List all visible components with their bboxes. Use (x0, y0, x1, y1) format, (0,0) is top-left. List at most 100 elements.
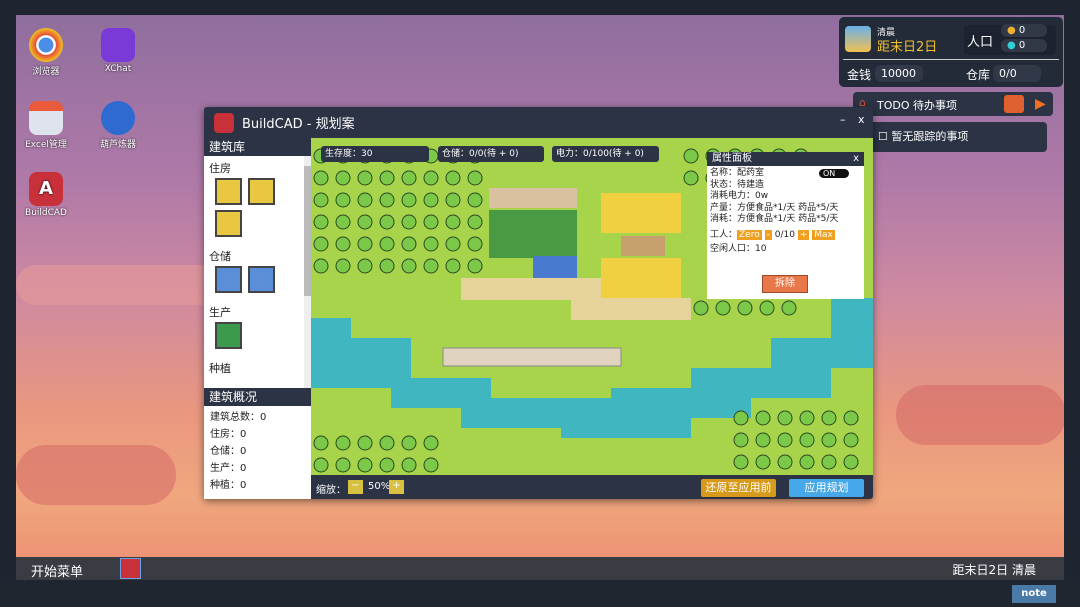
building-item[interactable] (248, 266, 275, 293)
building-item[interactable] (215, 266, 242, 293)
building-item[interactable] (215, 210, 242, 237)
props-close-button[interactable]: x (853, 153, 859, 164)
revert-button[interactable]: 还原至应用前 (701, 479, 776, 497)
tree (335, 258, 351, 274)
play-icon[interactable]: ▶ (1035, 96, 1046, 112)
tree (379, 214, 395, 230)
tree (423, 214, 439, 230)
tree (445, 192, 461, 208)
desktop-icon-xchat[interactable]: XChat (83, 28, 153, 74)
props-title: 属性面板 (712, 153, 752, 164)
building-item[interactable] (215, 322, 242, 349)
building-item[interactable] (248, 178, 275, 205)
todo-title: TODO 待办事项 (877, 99, 958, 112)
overview-title: 建筑概况 (204, 388, 311, 406)
desktop-icon-browser[interactable]: 浏览器 (16, 28, 81, 77)
tree (821, 454, 837, 470)
tree (379, 435, 395, 451)
tree (313, 457, 329, 473)
icon-label: 葫芦炼器 (99, 140, 136, 150)
tree (335, 214, 351, 230)
tree (445, 236, 461, 252)
tree (423, 236, 439, 252)
total-count: 建筑总数：0 (210, 412, 267, 423)
tree (379, 457, 395, 473)
crop-field (601, 193, 681, 233)
close-button[interactable]: x (858, 113, 865, 126)
countdown: 距末日2日 (877, 40, 938, 55)
tree (799, 454, 815, 470)
workers-zero-button[interactable]: Zero (737, 229, 762, 240)
apply-button[interactable]: 应用规划 (789, 479, 864, 497)
tree (843, 410, 859, 426)
tree (423, 457, 439, 473)
building-item[interactable] (215, 178, 242, 205)
taskbar-buildcad-icon[interactable] (120, 558, 141, 579)
workers-plus-button[interactable]: + (797, 229, 810, 240)
start-menu-button[interactable]: 开始菜单 (31, 565, 84, 580)
library-category: 住房 (204, 156, 311, 244)
money-label: 金钱 (847, 68, 872, 82)
list-icon[interactable] (1004, 95, 1024, 113)
desktop-icon-hulu[interactable]: 葫芦炼器 (83, 101, 153, 150)
chat-icon (101, 28, 135, 62)
building-block (489, 210, 577, 258)
zoom-label: 缩放： (316, 485, 346, 496)
todo-panel[interactable]: ⌂ TODO 待办事项 ▶ (853, 92, 1053, 116)
zoom-out-button[interactable]: − (348, 480, 363, 494)
tree (379, 236, 395, 252)
sand-path (461, 278, 601, 300)
tree (467, 236, 483, 252)
tree (799, 410, 815, 426)
power-toggle[interactable]: ON (819, 169, 850, 178)
power-stat: 电力：0/100(待 + 0) (552, 146, 659, 162)
zoom-in-button[interactable]: + (389, 480, 404, 494)
workers-value: 0/10 (774, 229, 795, 240)
tree (683, 170, 699, 186)
taskbar-clock: 距末日2日 清晨 (952, 563, 1036, 577)
scrollbar[interactable] (304, 156, 311, 388)
tree (313, 258, 329, 274)
tree (401, 457, 417, 473)
workers-max-button[interactable]: Max (812, 229, 835, 240)
storage-stat: 仓储：0/0(待 + 0) (438, 146, 544, 162)
buildcad-window: BuildCAD - 规划案 – x 建筑库 住房 仓储 生产 种植 建筑概况 建筑总… (204, 107, 873, 499)
tree (401, 435, 417, 451)
tree (401, 236, 417, 252)
tree (423, 192, 439, 208)
map-canvas[interactable]: 生存度：30 仓储：0/0(待 + 0) 电力：0/100(待 + 0) 属性面… (311, 138, 873, 475)
building-row (489, 188, 577, 208)
workers-minus-button[interactable]: - (764, 229, 772, 240)
title-bar[interactable]: BuildCAD - 规划案 – x (204, 107, 873, 138)
tree (843, 454, 859, 470)
tree (401, 258, 417, 274)
note-logo[interactable]: note (1012, 585, 1056, 603)
tree (799, 432, 815, 448)
minimize-button[interactable]: – (840, 113, 846, 126)
category-label: 仓储 (209, 250, 231, 263)
time-of-day: 清晨 (877, 28, 896, 38)
zoom-value: 50% (368, 481, 391, 492)
tree (357, 435, 373, 451)
tree (759, 300, 775, 316)
tree (401, 170, 417, 186)
library-category: 种植 (204, 356, 311, 380)
tree (467, 192, 483, 208)
icon-label: Excel管理 (25, 140, 67, 150)
bottom-bar: note (0, 580, 1080, 607)
demolish-button[interactable]: 拆除 (762, 275, 808, 293)
infinity-icon (101, 101, 135, 135)
tree (313, 214, 329, 230)
building-block (533, 256, 577, 278)
desktop-icon-buildcad[interactable]: A BuildCAD (16, 172, 81, 218)
tree (467, 258, 483, 274)
tree (821, 432, 837, 448)
tree (423, 170, 439, 186)
tree (777, 410, 793, 426)
desktop-icon-excel[interactable]: Excel管理 (16, 101, 81, 150)
library-title: 建筑库 (204, 138, 311, 156)
tree (843, 432, 859, 448)
taskbar: 开始菜单 距末日2日 清晨 (16, 557, 1064, 580)
sand-path (571, 298, 691, 320)
tree (693, 300, 709, 316)
